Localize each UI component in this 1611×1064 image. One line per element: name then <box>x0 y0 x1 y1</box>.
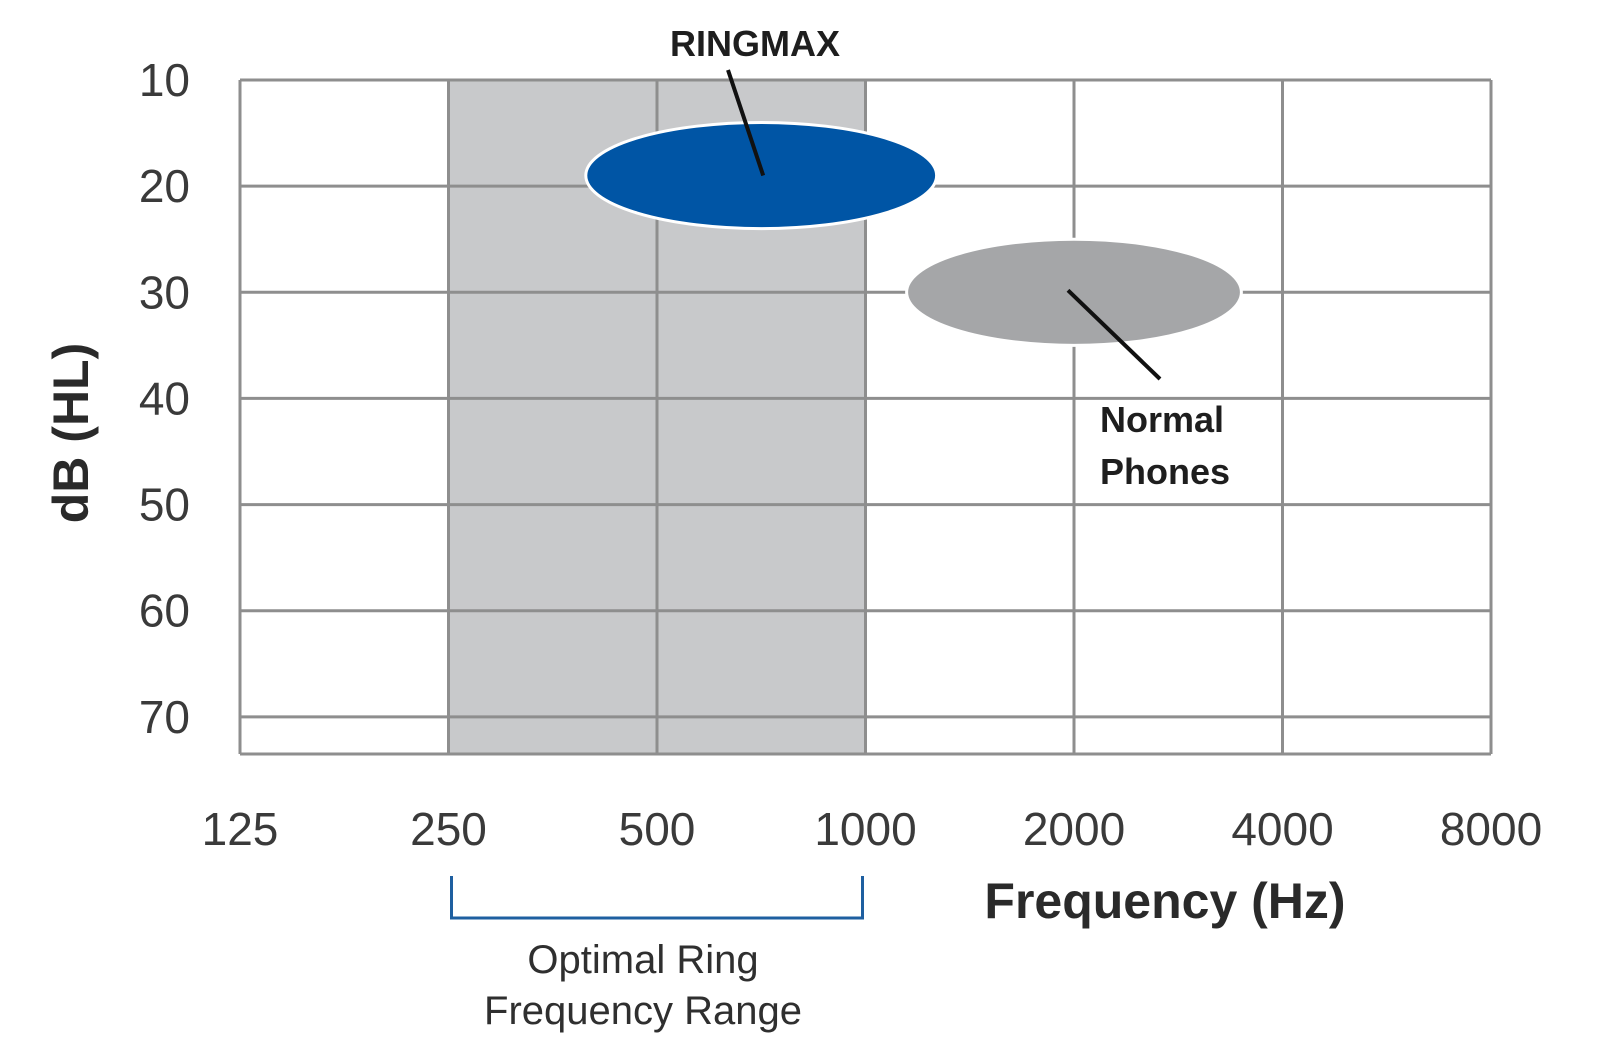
y-tick-labels: 10 20 30 40 50 60 70 <box>139 54 190 743</box>
x-tick-500: 500 <box>619 803 696 855</box>
y-tick-60: 60 <box>139 585 190 637</box>
x-tick-8000: 8000 <box>1440 803 1542 855</box>
ringmax-pointer <box>726 69 766 177</box>
optimal-range-bracket <box>450 876 864 920</box>
x-axis-title: Frequency (Hz) <box>984 873 1345 929</box>
x-tick-2000: 2000 <box>1023 803 1125 855</box>
ellipse-normal-phones <box>905 237 1243 347</box>
callout-lines <box>726 69 1162 381</box>
optimal-range-label-line2: Frequency Range <box>484 989 802 1033</box>
normal-phones-pointer <box>1066 288 1162 381</box>
normal-phones-label-line2: Phones <box>1100 451 1230 492</box>
x-tick-labels: 125 250 500 1000 2000 4000 8000 <box>202 803 1543 855</box>
ringmax-label: RINGMAX <box>670 23 840 64</box>
normal-phones-label-line1: Normal <box>1100 399 1224 440</box>
x-tick-1000: 1000 <box>814 803 916 855</box>
optimal-range-label-line1: Optimal Ring <box>527 938 758 982</box>
y-tick-20: 20 <box>139 160 190 212</box>
y-tick-10: 10 <box>139 54 190 106</box>
x-tick-125: 125 <box>202 803 279 855</box>
x-tick-4000: 4000 <box>1231 803 1333 855</box>
y-axis-title: dB (HL) <box>43 343 99 524</box>
y-tick-50: 50 <box>139 479 190 531</box>
x-tick-250: 250 <box>410 803 487 855</box>
y-tick-30: 30 <box>139 266 190 318</box>
y-tick-70: 70 <box>139 691 190 743</box>
y-tick-40: 40 <box>139 372 190 424</box>
